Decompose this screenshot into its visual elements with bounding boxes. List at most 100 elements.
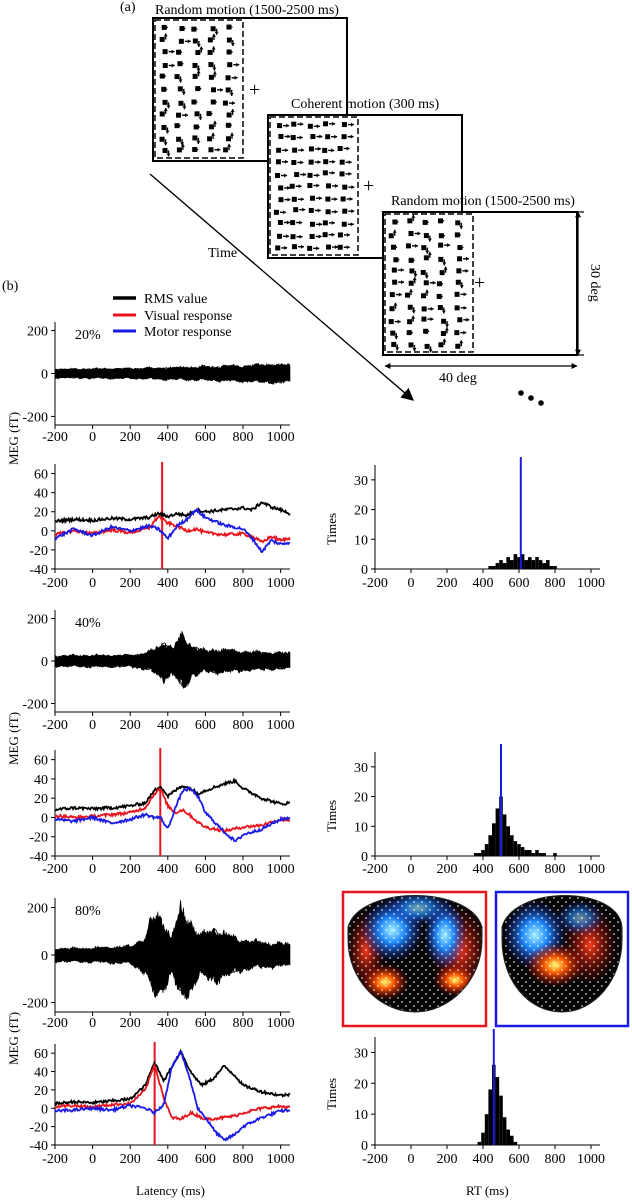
motion-dot [161,24,168,30]
motion-dot [194,111,203,120]
motion-dot [309,233,322,239]
motion-dot [276,147,289,153]
motion-dot [161,124,170,134]
motion-dot [291,159,304,165]
motion-dot [174,74,183,83]
motion-dot [422,219,429,225]
y-tick-label: 60 [34,754,48,769]
x-tick-label: 600 [509,862,530,877]
y-tick-label: -200 [22,698,48,713]
x-tick-label: -200 [362,862,388,877]
motion-dot [307,172,320,178]
histogram-bar [542,563,546,569]
x-tick-label: 200 [437,862,458,877]
motion-dot [323,159,336,165]
raw-channels [54,362,291,386]
series-visual-line [54,1064,291,1123]
motion-dot [293,207,306,213]
motion-dot [308,159,321,165]
motion-dot [407,304,416,314]
motion-dot [206,111,213,117]
motion-dot [409,268,418,277]
series-motor-line [54,507,291,554]
y-tick-label: 0 [41,811,48,826]
motion-dot [308,146,321,152]
motion-dot [438,242,451,248]
motion-dot [310,134,323,140]
motion-dot [438,338,447,348]
motion-dot [226,49,233,55]
x-tick-label: -200 [362,1152,388,1167]
motion-dot [192,38,201,47]
x-tick-label: 200 [120,430,141,445]
x-tick-label: -200 [42,1152,68,1167]
motion-dot [177,86,186,95]
y-tick-label: -40 [29,1139,48,1154]
motion-dot [162,147,171,157]
motion-dot [342,208,355,214]
motion-dot [388,319,401,325]
x-tick-label: 200 [120,1016,141,1031]
coherence-annotation: 20% [75,328,101,343]
x-tick-label: 600 [195,430,216,445]
y-tick-label: -40 [29,563,48,578]
motion-dot [159,136,168,146]
motion-dot [277,123,290,129]
motion-dot [207,33,216,43]
histogram-bar [499,560,503,569]
motion-dot [341,134,354,140]
motion-dot [423,280,436,286]
y-tick-label: 40 [34,487,48,502]
screen-2-title: Coherent motion (300 ms) [291,97,439,112]
x-tick-label: 800 [545,1152,566,1167]
x-tick-label: 600 [195,576,216,591]
motion-dot [322,147,335,153]
random-dots [388,214,470,353]
motion-dot [457,256,470,262]
histogram-bar [477,1141,482,1145]
x-tick-label: 200 [437,1152,458,1167]
legend-visual: Visual response [144,309,232,324]
motion-dot [405,289,414,298]
histogram-bar [546,560,550,569]
motion-dot [325,183,338,189]
channel-trace [54,926,291,974]
motion-dot [322,220,335,226]
motion-dot [192,70,201,79]
chart-raw-meg-40: -200 0 200 400 600 800 1000 200 0 -200 40% [22,610,295,733]
histogram-bar [524,850,528,856]
motion-dot [226,24,233,30]
x-tick-label: 600 [509,576,530,591]
histogram-bar [510,560,514,569]
histogram-bar [474,853,478,856]
x-tick-label: 800 [233,718,254,733]
motion-dot [177,61,184,67]
x-tick-label: 200 [120,718,141,733]
motion-dot [275,172,288,178]
motion-dot [210,99,217,105]
x-tick-label: -200 [42,576,68,591]
y-tick-label: -20 [29,831,48,846]
motion-dot [225,87,234,96]
motion-dot [210,26,219,35]
motion-dot [337,232,350,238]
y-tick-label: -20 [29,544,48,559]
motion-dot [307,183,320,189]
y-tick-label: 10 [354,820,368,835]
histogram-bar [538,853,543,856]
motion-dot [337,244,350,250]
histogram-bar [513,841,518,856]
motion-dot [178,100,187,110]
y-tick-label: 20 [34,792,48,807]
motion-dot [436,281,443,287]
motion-dot [291,121,304,127]
motion-dot [290,220,303,226]
y-tick-label: 0 [361,563,368,578]
x-tick-label: 600 [509,1152,530,1167]
histogram-bar [542,853,546,856]
stimulus-screen-3: + Random motion (1500-2500 ms) [382,194,578,356]
screen-3-title: Random motion (1500-2500 ms) [391,194,575,209]
histogram-bar [535,557,539,569]
histogram-bar [484,844,489,856]
coherent-dots [273,121,355,251]
